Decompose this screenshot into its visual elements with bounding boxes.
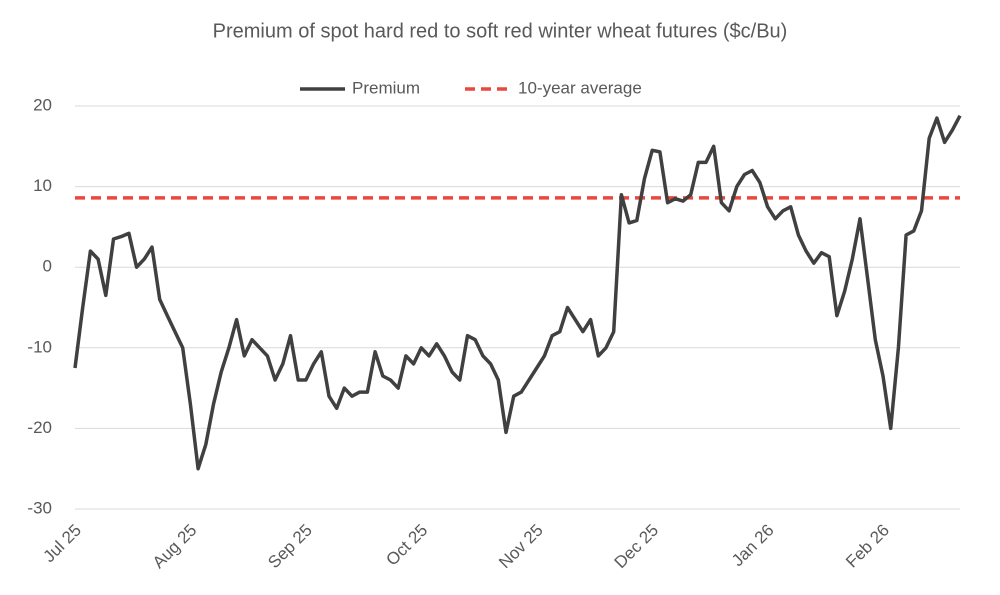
y-tick-label: 0 — [43, 257, 52, 276]
legend-label: Premium — [352, 78, 420, 97]
data-line — [73, 114, 962, 471]
y-tick-label: -30 — [27, 498, 52, 517]
y-tick-label: 20 — [33, 95, 52, 114]
x-tick-label: Oct 25 — [382, 521, 431, 570]
legend-label: 10-year average — [518, 78, 642, 97]
x-tick-label: Nov 25 — [495, 521, 547, 573]
x-tick-label: Sep 25 — [264, 521, 316, 573]
y-tick-label: -10 — [27, 337, 52, 356]
x-tick-label: Jan 26 — [728, 521, 778, 571]
chart-title: Premium of spot hard red to soft red win… — [213, 20, 788, 42]
y-tick-label: -20 — [27, 418, 52, 437]
x-tick-label: Aug 25 — [149, 521, 201, 573]
x-tick-label: Feb 26 — [842, 521, 893, 572]
y-tick-label: 10 — [33, 176, 52, 195]
x-tick-label: Jul 25 — [39, 521, 85, 567]
x-tick-label: Dec 25 — [611, 521, 663, 573]
